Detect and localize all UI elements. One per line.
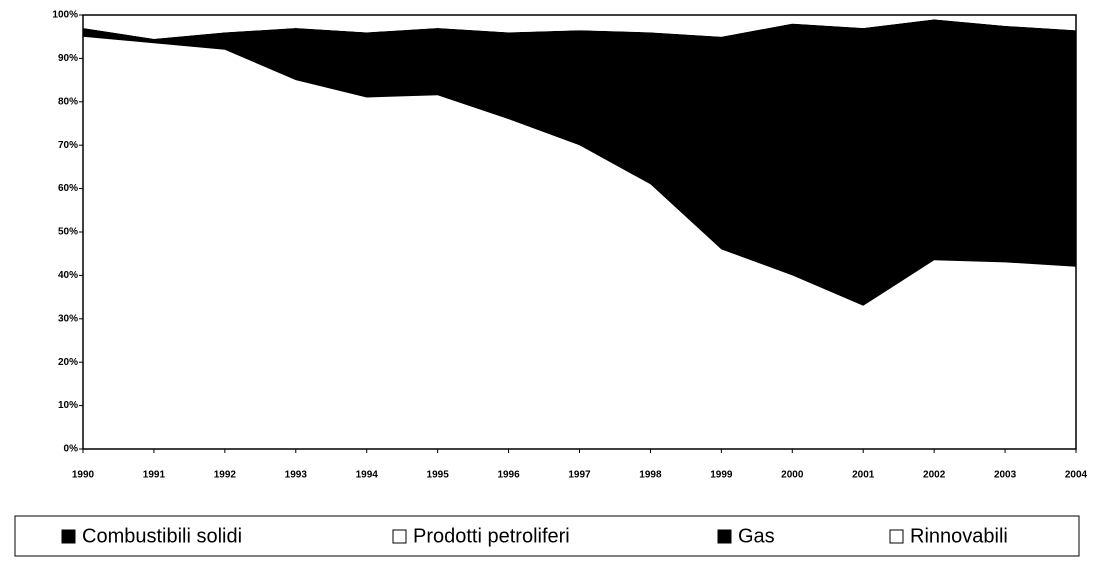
y-tick-label: 20%	[58, 357, 78, 368]
y-tick-label: 60%	[58, 183, 78, 194]
y-tick-label: 100%	[52, 10, 78, 21]
x-tick-label: 2001	[852, 470, 875, 481]
y-tick-label: 40%	[58, 270, 78, 281]
x-tick-label: 1991	[143, 470, 166, 481]
legend-label: Rinnovabili	[910, 525, 1008, 547]
y-tick-label: 70%	[58, 140, 78, 151]
x-tick-label: 1990	[72, 470, 95, 481]
x-tick-label: 1992	[214, 470, 237, 481]
y-tick-label: 30%	[58, 313, 78, 324]
y-tick-label: 0%	[64, 444, 79, 455]
y-tick-label: 10%	[58, 400, 78, 411]
legend-swatch	[889, 529, 904, 544]
x-tick-label: 1993	[285, 470, 308, 481]
legend-label: Gas	[738, 525, 775, 547]
area	[83, 36, 1076, 449]
x-tick-label: 1994	[356, 470, 379, 481]
x-tick-label: 2000	[781, 470, 804, 481]
x-tick-label: 2003	[994, 470, 1017, 481]
x-tick-label: 1999	[710, 470, 733, 481]
legend-swatch	[717, 529, 732, 544]
area	[83, 19, 1076, 306]
legend-label: Prodotti petroliferi	[413, 525, 570, 547]
y-tick-label: 90%	[58, 53, 78, 64]
area	[83, 15, 1076, 39]
x-tick-label: 2004	[1065, 470, 1088, 481]
legend-swatch	[392, 529, 407, 544]
legend-swatch	[61, 529, 76, 544]
legend-label: Combustibili solidi	[82, 525, 242, 547]
y-tick-label: 50%	[58, 227, 78, 238]
x-tick-label: 1995	[427, 470, 450, 481]
y-tick-label: 80%	[58, 96, 78, 107]
x-tick-label: 1996	[497, 470, 520, 481]
x-tick-label: 1997	[568, 470, 591, 481]
x-tick-label: 1998	[639, 470, 662, 481]
x-tick-label: 2002	[923, 470, 946, 481]
